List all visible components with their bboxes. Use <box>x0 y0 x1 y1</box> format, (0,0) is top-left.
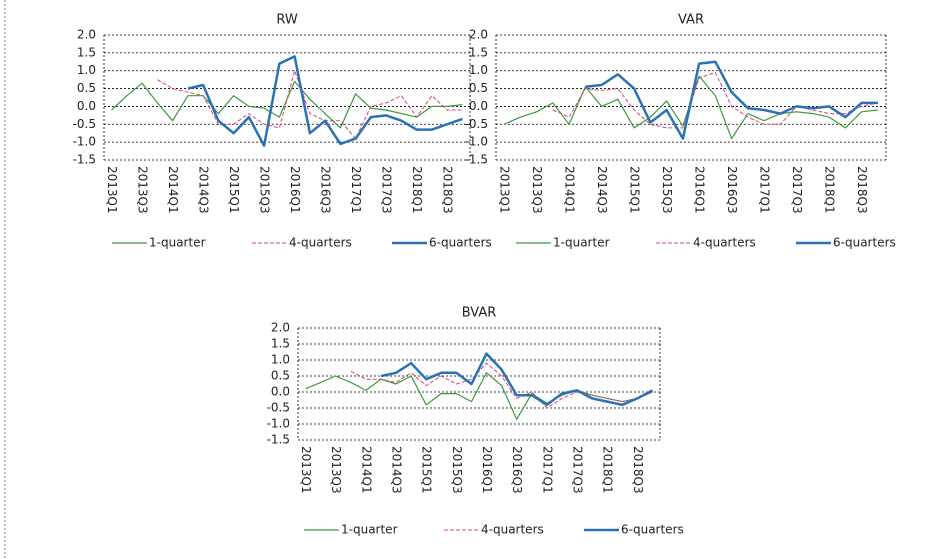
x-tick-label: 2014Q1 <box>359 446 373 494</box>
x-tick-label: 2015Q1 <box>628 166 642 214</box>
x-tick-label: 2016Q1 <box>480 446 494 494</box>
x-tick-label: 2016Q1 <box>693 166 707 214</box>
x-tick-label: 2013Q3 <box>136 166 150 214</box>
legend-label: 6-quarters <box>429 236 492 250</box>
x-tick-label: 2015Q3 <box>450 446 464 494</box>
x-tick-label: 2015Q3 <box>660 166 674 214</box>
x-tick-label: 2017Q1 <box>349 166 363 214</box>
series-line <box>380 352 654 407</box>
series-line <box>552 72 879 129</box>
legend-label: 6-quarters <box>621 523 684 537</box>
x-tick-label: 2016Q1 <box>288 166 302 214</box>
x-tick-label: 2015Q1 <box>420 446 434 494</box>
y-tick-label: -1.5 <box>267 433 290 447</box>
y-tick-label: 0.0 <box>77 99 96 113</box>
x-tick-label: 2017Q3 <box>790 166 804 214</box>
legend-label: 1-quarter <box>149 236 206 250</box>
x-tick-label: 2016Q3 <box>510 446 524 494</box>
x-tick-label: 2018Q1 <box>823 166 837 214</box>
y-tick-label: -0.5 <box>267 401 290 415</box>
y-tick-label: 2.0 <box>77 28 96 42</box>
legend-label: 6-quarters <box>833 236 896 250</box>
y-tick-label: 0.0 <box>271 385 290 399</box>
x-tick-label: 2018Q3 <box>441 166 455 214</box>
x-tick-label: 2018Q3 <box>855 166 869 214</box>
series-line <box>305 372 653 420</box>
series-line <box>111 80 463 129</box>
x-tick-label: 2013Q3 <box>329 446 343 494</box>
x-tick-label: 2013Q1 <box>498 166 512 214</box>
x-tick-label: 2014Q3 <box>197 166 211 214</box>
x-tick-label: 2018Q1 <box>410 166 424 214</box>
series-line <box>585 60 878 140</box>
x-tick-label: 2017Q3 <box>380 166 394 214</box>
y-tick-label: 1.5 <box>469 45 488 59</box>
x-tick-label: 2013Q1 <box>105 166 119 214</box>
y-tick-label: 2.0 <box>271 321 290 335</box>
x-tick-label: 2015Q1 <box>227 166 241 214</box>
x-tick-label: 2014Q1 <box>166 166 180 214</box>
x-tick-label: 2018Q3 <box>631 446 645 494</box>
y-tick-label: -0.5 <box>465 117 488 131</box>
y-tick-label: 2.0 <box>469 28 488 42</box>
legend-label: 4-quarters <box>289 236 352 250</box>
y-tick-label: -1.0 <box>73 135 96 149</box>
y-tick-label: 0.5 <box>271 369 290 383</box>
x-tick-label: 2015Q3 <box>258 166 272 214</box>
series-line <box>157 70 463 140</box>
x-tick-label: 2018Q1 <box>601 446 615 494</box>
y-tick-label: -0.5 <box>73 117 96 131</box>
x-tick-label: 2014Q3 <box>595 166 609 214</box>
y-tick-label: -1.5 <box>73 153 96 167</box>
legend-label: 4-quarters <box>481 523 544 537</box>
x-tick-label: 2014Q3 <box>390 446 404 494</box>
y-tick-label: -1.5 <box>465 153 488 167</box>
x-tick-label: 2016Q3 <box>319 166 333 214</box>
series-line <box>187 55 463 147</box>
chart-title: RW <box>276 13 298 28</box>
chart-title: BVAR <box>462 306 497 321</box>
y-tick-label: 1.0 <box>469 63 488 77</box>
legend-label: 1-quarter <box>553 236 610 250</box>
y-tick-label: -1.0 <box>465 135 488 149</box>
legend-label: 1-quarter <box>341 523 398 537</box>
x-tick-label: 2017Q1 <box>540 446 554 494</box>
y-tick-label: -1.0 <box>267 417 290 431</box>
legend-label: 4-quarters <box>693 236 756 250</box>
y-tick-label: 1.0 <box>77 63 96 77</box>
x-tick-label: 2017Q3 <box>571 446 585 494</box>
y-tick-label: 1.0 <box>271 353 290 367</box>
y-tick-label: 0.5 <box>77 81 96 95</box>
x-tick-label: 2017Q1 <box>758 166 772 214</box>
y-tick-label: 1.5 <box>271 337 290 351</box>
x-tick-label: 2013Q1 <box>299 446 313 494</box>
x-tick-label: 2013Q3 <box>530 166 544 214</box>
x-tick-label: 2014Q1 <box>563 166 577 214</box>
chart-title: VAR <box>678 13 704 28</box>
y-tick-label: 0.5 <box>469 81 488 95</box>
y-tick-label: 0.0 <box>469 99 488 113</box>
y-tick-label: 1.5 <box>77 45 96 59</box>
x-tick-label: 2016Q3 <box>725 166 739 214</box>
series-line <box>350 362 653 409</box>
